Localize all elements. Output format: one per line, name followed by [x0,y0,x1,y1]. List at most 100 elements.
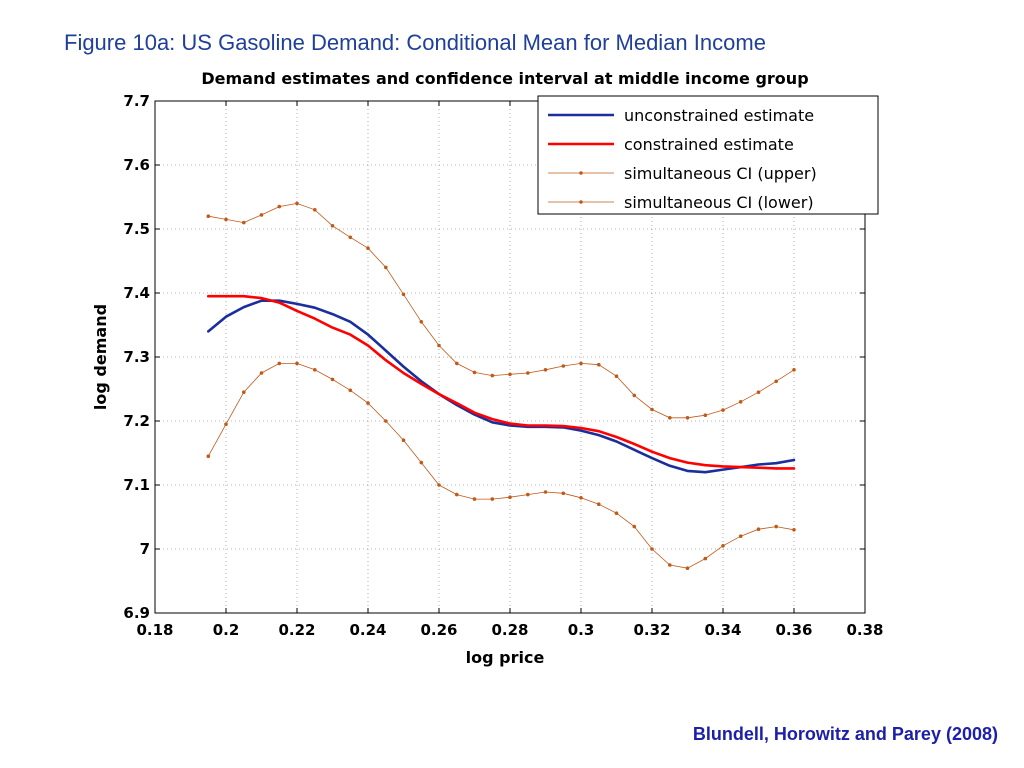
y-tick-label: 7 [140,540,150,558]
x-tick-label: 0.26 [420,621,457,639]
legend-label: simultaneous CI (upper) [624,164,817,183]
data-point [508,495,512,500]
y-tick-label: 7.7 [123,92,150,110]
data-point [242,220,246,225]
y-tick-label: 7.6 [123,156,150,174]
data-point [259,371,264,375]
y-tick-label: 7.5 [123,220,150,238]
data-point [508,372,512,377]
data-point [455,361,459,366]
legend-label: unconstrained estimate [624,106,814,125]
series-line-simultaneous-ci-upper [208,202,795,419]
legend-label: simultaneous CI (lower) [624,193,814,212]
x-tick-label: 0.38 [846,621,883,639]
y-axis-label: log demand [91,304,110,410]
x-tick-label: 0.24 [349,621,386,639]
legend-marker [579,200,583,204]
data-point [738,400,743,404]
x-tick-labels: 0.18 0.2 0.22 0.24 0.26 0.28 0.3 0.32 0.34 0.36 0.… [136,621,883,639]
data-point [703,413,708,418]
data-point [366,246,370,250]
data-point [756,390,761,395]
series-line-constrained-estimate [207,294,796,470]
data-point [259,213,264,217]
legend-marker [579,171,583,175]
data-point [792,368,796,372]
data-point [348,388,353,393]
legend-label: constrained estimate [624,135,794,154]
data-point [366,401,370,405]
citation: Blundell, Horowitz and Parey (2008) [692,724,998,744]
grid [155,101,865,613]
data-point [579,496,583,500]
data-point [419,320,424,324]
x-tick-label: 0.28 [491,621,528,639]
data-point [526,371,530,375]
data-point [277,204,282,209]
data-point [543,368,548,372]
data-point [206,214,211,218]
y-tick-label: 7.4 [123,284,150,302]
data-point [472,370,477,375]
data-point [384,265,388,270]
data-point [526,492,530,497]
data-point [721,544,725,548]
data-point [668,416,672,420]
data-point [295,201,299,206]
data-point [330,224,335,228]
data-point [632,524,637,529]
plot-frame [154,100,866,614]
data-point [543,490,548,494]
data-point [224,422,228,427]
data-point [703,556,708,561]
x-tick-label: 0.2 [213,621,240,639]
data-point [756,527,761,531]
data-point [685,566,690,570]
data-point [277,361,282,366]
data-point [348,235,353,240]
y-tick-label: 7.1 [123,476,150,494]
x-tick-label: 0.36 [775,621,812,639]
series-group [206,201,796,570]
x-tick-label: 0.3 [568,621,595,639]
data-point [472,497,477,501]
x-tick-label: 0.22 [278,621,315,639]
data-point [597,362,601,367]
x-axis-label: log price [466,648,545,667]
data-point [685,416,690,420]
x-tick-label: 0.32 [633,621,670,639]
data-point [614,511,619,515]
data-point [401,292,406,297]
y-tick-label: 6.9 [123,604,150,622]
data-point [490,373,495,378]
data-point [774,524,778,529]
data-point [455,492,459,497]
data-point [738,534,743,538]
data-point [721,408,725,412]
data-point [650,407,654,412]
slide-title: Figure 10a: US Gasoline Demand: Conditio… [64,30,766,55]
y-tick-labels: 6.9 7 7.1 7.2 7.3 7.4 7.5 7.6 7.7 [123,92,150,622]
data-point [668,563,672,567]
data-point [579,361,583,366]
data-point [224,217,228,222]
x-tick-label: 0.18 [136,621,173,639]
data-point [419,460,424,465]
data-point [206,454,211,459]
legend: unconstrained estimate constrained estima… [537,95,879,215]
chart-title: Demand estimates and confidence interval… [201,69,808,88]
data-point [792,528,796,532]
series-line-simultaneous-ci-lower [207,362,795,569]
data-point [313,368,317,372]
data-point [774,379,778,384]
y-tick-label: 7.2 [123,412,150,430]
data-point [650,547,654,551]
data-point [561,491,566,496]
data-point [561,364,566,368]
series-line-unconstrained-estimate [207,299,796,474]
data-point [330,377,335,382]
data-point [490,497,495,501]
data-point [242,390,246,395]
data-point [313,208,317,212]
